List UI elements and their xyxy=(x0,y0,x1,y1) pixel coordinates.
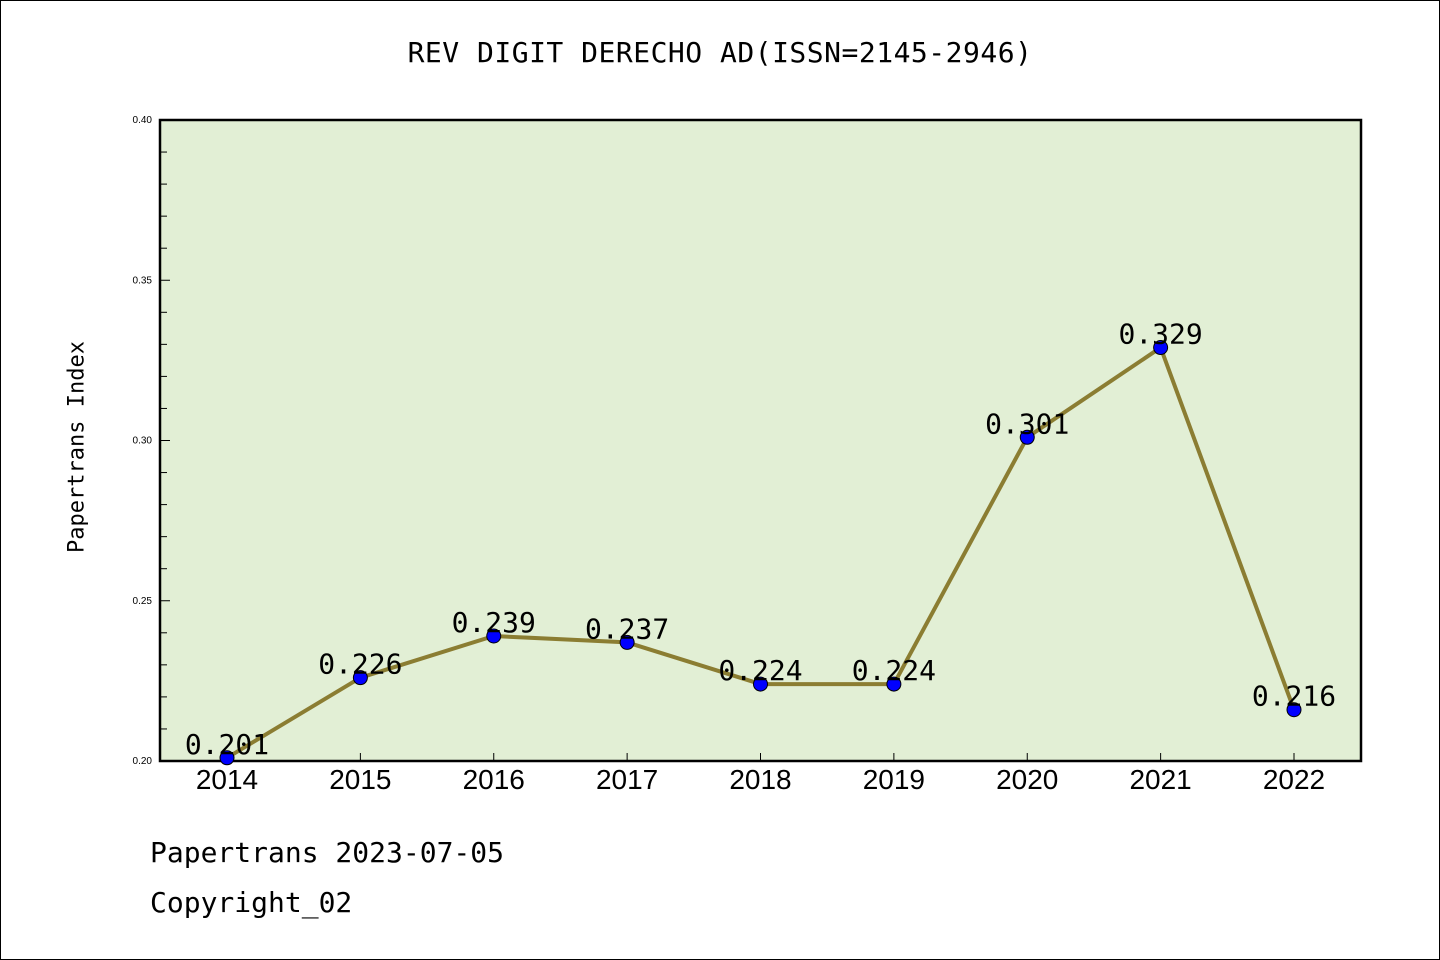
x-tick-label: 2020 xyxy=(996,764,1058,795)
data-label: 0.216 xyxy=(1252,680,1336,713)
data-label: 0.239 xyxy=(452,606,536,639)
data-point xyxy=(886,676,902,692)
data-label: 0.201 xyxy=(185,728,269,761)
plot-border xyxy=(158,118,1363,763)
y-tick-label: 0.35 xyxy=(133,275,153,286)
y-tick-label: 0.25 xyxy=(133,596,153,607)
data-point xyxy=(1286,702,1302,718)
data-label: 0.224 xyxy=(852,654,936,687)
data-label: 0.301 xyxy=(985,407,1069,440)
data-point xyxy=(1019,429,1035,445)
data-label: 0.329 xyxy=(1118,318,1202,351)
data-point xyxy=(753,676,768,692)
x-tick-label: 2022 xyxy=(1263,764,1325,795)
x-tick-label: 2016 xyxy=(463,764,525,795)
data-point xyxy=(1153,340,1169,356)
data-label: 0.226 xyxy=(318,648,402,681)
data-point xyxy=(352,670,368,686)
plot-background xyxy=(160,120,1361,761)
data-point xyxy=(219,750,235,766)
chart-title: REV DIGIT DERECHO AD(ISSN=2145-2946) xyxy=(407,36,1033,69)
x-tick-label: 2018 xyxy=(729,764,791,795)
footer-copyright: Copyright_02 xyxy=(150,886,353,919)
x-tick-label: 2021 xyxy=(1129,764,1191,795)
x-tick-label: 2014 xyxy=(196,764,258,795)
x-tick-label: 2017 xyxy=(596,764,658,795)
data-label: 0.237 xyxy=(585,612,669,645)
data-label: 0.224 xyxy=(718,654,802,687)
footer-date: Papertrans 2023-07-05 xyxy=(150,836,505,869)
y-tick-label: 0.30 xyxy=(133,436,153,447)
x-tick-label: 2015 xyxy=(329,764,391,795)
y-tick-label: 0.40 xyxy=(133,115,153,126)
x-tick-label: 2019 xyxy=(863,764,925,795)
y-tick-label: 0.20 xyxy=(133,756,153,767)
data-point xyxy=(486,628,502,644)
data-point xyxy=(619,634,635,650)
